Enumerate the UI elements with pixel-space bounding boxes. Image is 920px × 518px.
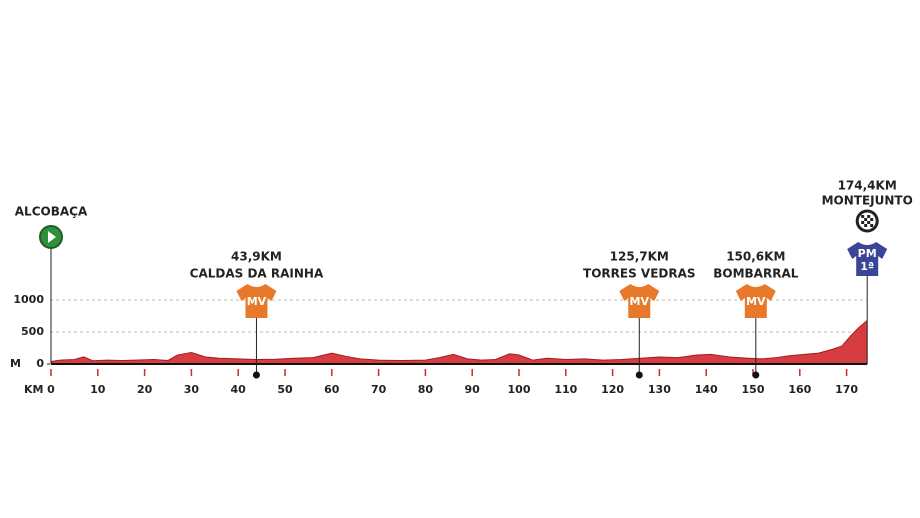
x-tick-label: 20	[137, 383, 153, 396]
x-tick-label: 0	[47, 383, 55, 396]
finish-check	[861, 215, 865, 218]
marker-place: TORRES VEDRAS	[583, 267, 696, 281]
jersey-label: MV	[630, 295, 650, 308]
marker-place: BOMBARRAL	[713, 267, 798, 281]
y-axis-label: M	[10, 357, 21, 370]
start-arrow	[48, 231, 56, 243]
finish-check	[867, 221, 871, 224]
finish-check	[864, 224, 868, 227]
x-tick-label: 160	[788, 383, 811, 396]
x-tick-label: 80	[418, 383, 434, 396]
jersey-label: MV	[247, 295, 267, 308]
x-axis-label: KM	[24, 383, 43, 396]
x-tick-label: 100	[508, 383, 531, 396]
x-tick-label: 120	[601, 383, 624, 396]
marker-dot	[752, 371, 760, 379]
marker-km: 43,9KM	[231, 250, 282, 264]
jersey	[619, 284, 660, 318]
y-tick-label: 0	[36, 357, 44, 370]
marker-km: 125,7KM	[610, 250, 669, 264]
jersey	[735, 284, 776, 318]
x-tick-label: 10	[90, 383, 106, 396]
finish-check	[867, 215, 871, 218]
finish-check	[861, 221, 865, 224]
x-tick-label: 40	[231, 383, 247, 396]
x-tick-label: 110	[554, 383, 577, 396]
area-line	[50, 320, 868, 362]
marker-place: CALDAS DA RAINHA	[190, 267, 324, 281]
jersey-label: MV	[746, 295, 766, 308]
jersey-label: PM	[858, 247, 877, 260]
x-tick-label: 140	[695, 383, 718, 396]
x-tick-label: 30	[184, 383, 200, 396]
jersey	[847, 242, 888, 276]
x-tick-label: 60	[324, 383, 340, 396]
x-tick-label: 150	[742, 383, 765, 396]
finish-km: 174,4KM	[838, 179, 897, 193]
area-fill	[51, 320, 868, 364]
marker-dot	[635, 371, 643, 379]
start-label: ALCOBAÇA	[15, 205, 88, 219]
finish-check	[870, 218, 874, 221]
finish-check	[864, 218, 868, 221]
finish-place: MONTEJUNTO	[822, 194, 913, 208]
marker-dot	[252, 371, 260, 379]
jersey	[236, 284, 277, 318]
y-tick-label: 500	[21, 325, 44, 338]
x-tick-label: 130	[648, 383, 671, 396]
x-tick-label: 50	[277, 383, 293, 396]
marker-km: 150,6KM	[726, 250, 785, 264]
x-tick-label: 90	[465, 383, 481, 396]
x-tick-label: 70	[371, 383, 387, 396]
jersey-sub: 1ª	[860, 260, 874, 273]
finish-check	[870, 224, 874, 227]
x-tick-label: 170	[835, 383, 858, 396]
y-tick-label: 1000	[13, 293, 44, 306]
